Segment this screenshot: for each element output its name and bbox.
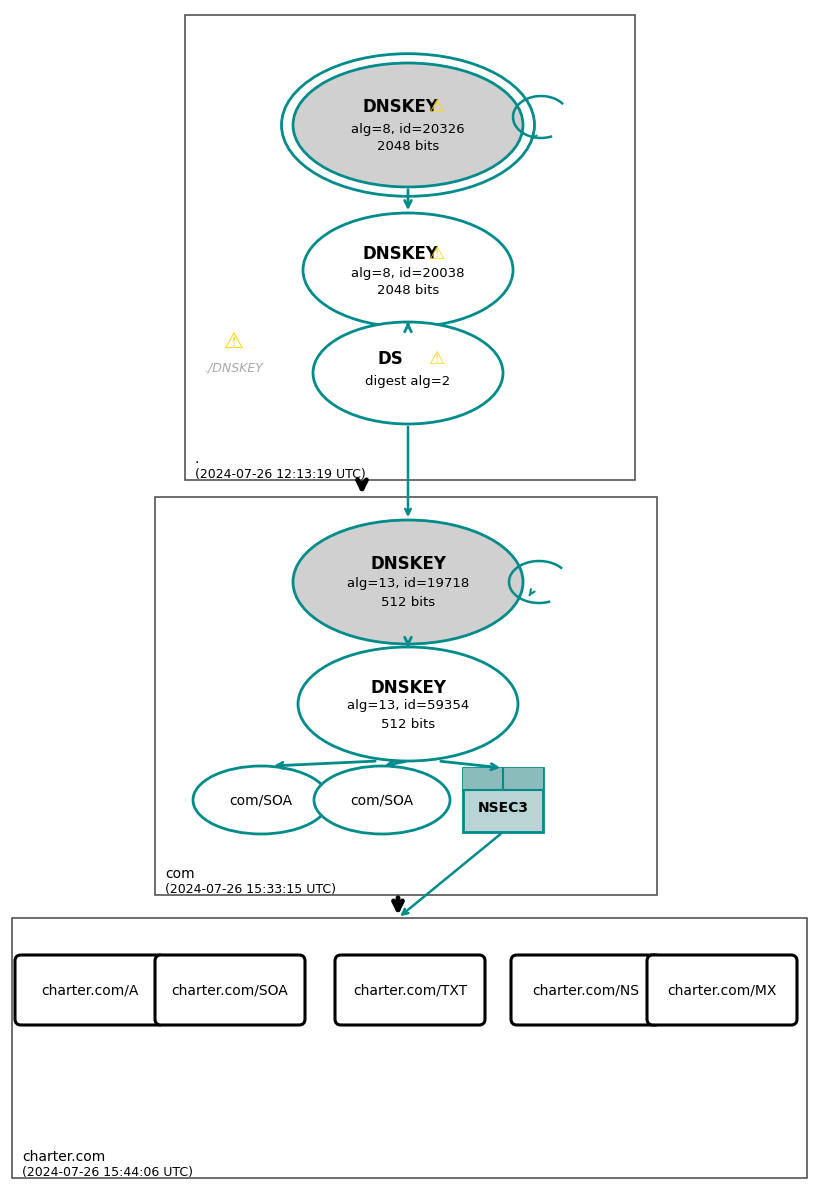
Text: DNSKEY: DNSKEY: [370, 555, 446, 573]
Ellipse shape: [313, 322, 503, 424]
Text: .: .: [195, 453, 199, 466]
Text: com: com: [165, 867, 195, 881]
Ellipse shape: [298, 647, 518, 761]
Text: alg=8, id=20038: alg=8, id=20038: [351, 267, 464, 281]
FancyBboxPatch shape: [12, 918, 807, 1178]
FancyBboxPatch shape: [335, 955, 485, 1024]
Ellipse shape: [293, 521, 523, 644]
Text: charter.com: charter.com: [22, 1150, 106, 1164]
Text: 512 bits: 512 bits: [381, 718, 435, 731]
Text: charter.com/MX: charter.com/MX: [667, 983, 776, 997]
Text: ./DNSKEY: ./DNSKEY: [205, 362, 264, 375]
FancyBboxPatch shape: [155, 497, 657, 896]
Text: ⚠: ⚠: [428, 98, 444, 116]
Ellipse shape: [193, 767, 329, 833]
Ellipse shape: [303, 213, 513, 327]
Text: alg=13, id=19718: alg=13, id=19718: [347, 578, 469, 591]
FancyBboxPatch shape: [463, 768, 543, 832]
Text: NSEC3: NSEC3: [477, 801, 528, 816]
Text: 2048 bits: 2048 bits: [377, 141, 439, 154]
Text: ⚠: ⚠: [224, 332, 244, 352]
FancyBboxPatch shape: [463, 768, 543, 790]
Text: DNSKEY: DNSKEY: [362, 245, 438, 263]
Ellipse shape: [314, 767, 450, 833]
Ellipse shape: [293, 63, 523, 187]
Text: ⚠: ⚠: [428, 245, 444, 263]
FancyBboxPatch shape: [647, 955, 797, 1024]
Text: DS: DS: [377, 350, 403, 368]
Text: charter.com/TXT: charter.com/TXT: [353, 983, 467, 997]
FancyBboxPatch shape: [511, 955, 661, 1024]
Text: DNSKEY: DNSKEY: [370, 679, 446, 697]
Text: (2024-07-26 15:33:15 UTC): (2024-07-26 15:33:15 UTC): [165, 884, 336, 896]
Text: alg=13, id=59354: alg=13, id=59354: [347, 700, 469, 713]
Text: charter.com/A: charter.com/A: [41, 983, 138, 997]
Text: (2024-07-26 12:13:19 UTC): (2024-07-26 12:13:19 UTC): [195, 468, 366, 481]
Text: 2048 bits: 2048 bits: [377, 284, 439, 297]
FancyBboxPatch shape: [155, 955, 305, 1024]
FancyBboxPatch shape: [185, 16, 635, 480]
Text: com/SOA: com/SOA: [351, 793, 414, 807]
Text: (2024-07-26 15:44:06 UTC): (2024-07-26 15:44:06 UTC): [22, 1167, 193, 1178]
Text: alg=8, id=20326: alg=8, id=20326: [351, 123, 465, 135]
Text: ⚠: ⚠: [428, 350, 444, 368]
FancyBboxPatch shape: [15, 955, 165, 1024]
Text: charter.com/SOA: charter.com/SOA: [172, 983, 288, 997]
Text: digest alg=2: digest alg=2: [365, 375, 450, 388]
Text: com/SOA: com/SOA: [229, 793, 292, 807]
Text: charter.com/NS: charter.com/NS: [532, 983, 640, 997]
Text: 512 bits: 512 bits: [381, 596, 435, 609]
Text: DNSKEY: DNSKEY: [362, 98, 438, 116]
